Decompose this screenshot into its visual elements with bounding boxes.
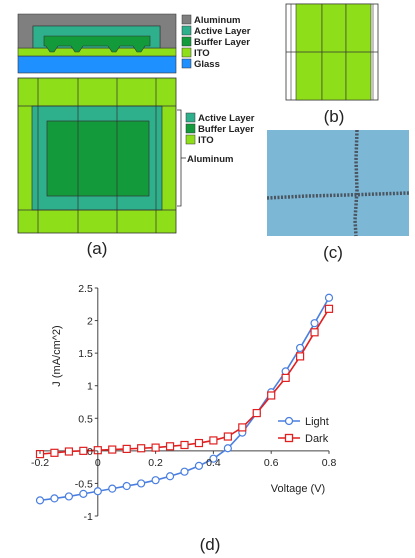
- y-tick-label: 1: [87, 381, 93, 393]
- x-tick-label: 0: [95, 457, 101, 469]
- legend-label-aluminum: Aluminum: [194, 15, 240, 26]
- x-axis-label: Voltage (V): [271, 483, 325, 495]
- data-point-light: [35, 496, 45, 505]
- x-tick-label: 0.2: [148, 457, 163, 469]
- legend-marker-dark: [284, 433, 294, 443]
- legend-swatch-ito: [181, 47, 192, 58]
- figure-panel-c: (c): [267, 130, 410, 262]
- x-tick-label: 0.8: [322, 457, 337, 469]
- data-point-dark: [64, 447, 74, 456]
- data-point-dark: [238, 423, 247, 432]
- y-tick-label: 2: [87, 316, 93, 328]
- legend-label-light: Light: [305, 416, 329, 428]
- legend-label-buffer-layer: Buffer Layer: [198, 124, 254, 135]
- data-point-light: [209, 454, 218, 463]
- aluminum-bracket: [177, 109, 182, 207]
- data-point-dark: [223, 432, 232, 441]
- legend-swatch-buffer-layer: [181, 36, 192, 47]
- x-tick-label: 0.6: [264, 457, 279, 469]
- caption-d: (d): [200, 535, 221, 554]
- glass-layer: [17, 55, 177, 74]
- chart-legend: Light Dark: [278, 416, 329, 445]
- legend-marker-light: [284, 416, 294, 426]
- legend-label-active-layer: Active Layer: [198, 113, 255, 124]
- legend-swatch-buffer-layer: [185, 123, 196, 134]
- legend-label-dark: Dark: [305, 433, 329, 445]
- data-point-dark: [137, 444, 146, 453]
- data-point-dark: [324, 304, 334, 313]
- legend-swatch-aluminum: [181, 14, 192, 25]
- data-point-light: [108, 484, 117, 493]
- figure-panel-b: (b): [285, 3, 379, 126]
- horizontal-electrode-line: [267, 191, 410, 200]
- plan-view-legend: Active Layer Buffer Layer ITO Aluminum: [177, 109, 255, 207]
- data-point-dark: [165, 442, 175, 451]
- buffer-layer: [43, 35, 151, 53]
- data-point-dark: [50, 448, 59, 457]
- legend-swatch-active-layer: [181, 25, 192, 36]
- data-point-dark: [79, 446, 88, 455]
- data-point-light: [296, 343, 305, 353]
- data-point-light: [194, 461, 204, 470]
- plan-buffer-layer: [46, 120, 150, 197]
- y-axis-label: J (mA/cm^2): [51, 325, 63, 386]
- jv-chart: -1-0.500.511.522.5-0.2 0 0.2 0.4 0.6 0.8 J (m…: [31, 283, 337, 554]
- data-point-light: [324, 293, 334, 302]
- data-point-dark: [108, 445, 117, 454]
- data-point-light: [79, 489, 88, 498]
- data-point-dark: [281, 373, 290, 382]
- vertical-electrode-line: [353, 130, 359, 237]
- y-tick-label: 0: [87, 446, 93, 458]
- x-tick-label: -0.2: [31, 457, 49, 469]
- legend-swatch-ito: [185, 134, 196, 145]
- legend-swatch-glass: [181, 58, 192, 69]
- y-tick-label: -1: [83, 511, 92, 523]
- device-photo: [267, 130, 410, 237]
- data-point-dark: [194, 438, 204, 448]
- data-point-light: [151, 476, 160, 485]
- data-point-light: [64, 492, 74, 501]
- data-point-dark: [35, 450, 45, 459]
- y-tick-label: 0.5: [78, 413, 93, 425]
- data-point-light: [50, 494, 59, 503]
- y-tick-label: 2.5: [78, 283, 93, 295]
- data-point-dark: [310, 328, 319, 337]
- data-point-dark: [180, 440, 189, 450]
- ito-layer: [17, 47, 177, 57]
- data-point-light: [137, 479, 146, 488]
- plan-view-diagram: [17, 77, 177, 234]
- y-tick-label: 1.5: [78, 348, 93, 360]
- plan-aluminum-label: Aluminum: [187, 154, 233, 165]
- data-point-dark: [267, 391, 276, 400]
- data-point-light: [310, 319, 319, 328]
- legend-label-ito: ITO: [198, 135, 214, 146]
- legend-label-active-layer: Active Layer: [194, 26, 251, 37]
- data-point-dark: [296, 352, 305, 361]
- caption-b: (b): [324, 107, 345, 126]
- x-tick-label: 0.4: [206, 457, 221, 469]
- photo-background: [267, 130, 409, 236]
- cross-section-diagram: [17, 13, 177, 74]
- legend-label-ito: ITO: [194, 48, 210, 59]
- data-point-light: [122, 481, 131, 491]
- electrode-diagram: [285, 3, 379, 101]
- data-point-light: [223, 444, 232, 453]
- legend-label-buffer-layer: Buffer Layer: [194, 37, 250, 48]
- caption-c: (c): [323, 243, 343, 262]
- cross-section-legend: Aluminum Active Layer Buffer Layer ITO G…: [181, 14, 251, 70]
- data-point-light: [93, 487, 102, 496]
- caption-a: (a): [87, 239, 108, 258]
- data-point-dark: [209, 436, 218, 445]
- data-point-light: [180, 467, 189, 476]
- data-point-light: [165, 472, 175, 481]
- data-point-dark: [122, 444, 131, 454]
- figure-panel-a: Aluminum Active Layer Buffer Layer ITO G…: [17, 13, 255, 258]
- data-point-dark: [252, 408, 261, 418]
- y-tick-label: -0.5: [75, 478, 93, 490]
- legend-label-glass: Glass: [194, 59, 220, 70]
- data-point-dark: [151, 443, 160, 452]
- legend-swatch-active-layer: [185, 112, 196, 123]
